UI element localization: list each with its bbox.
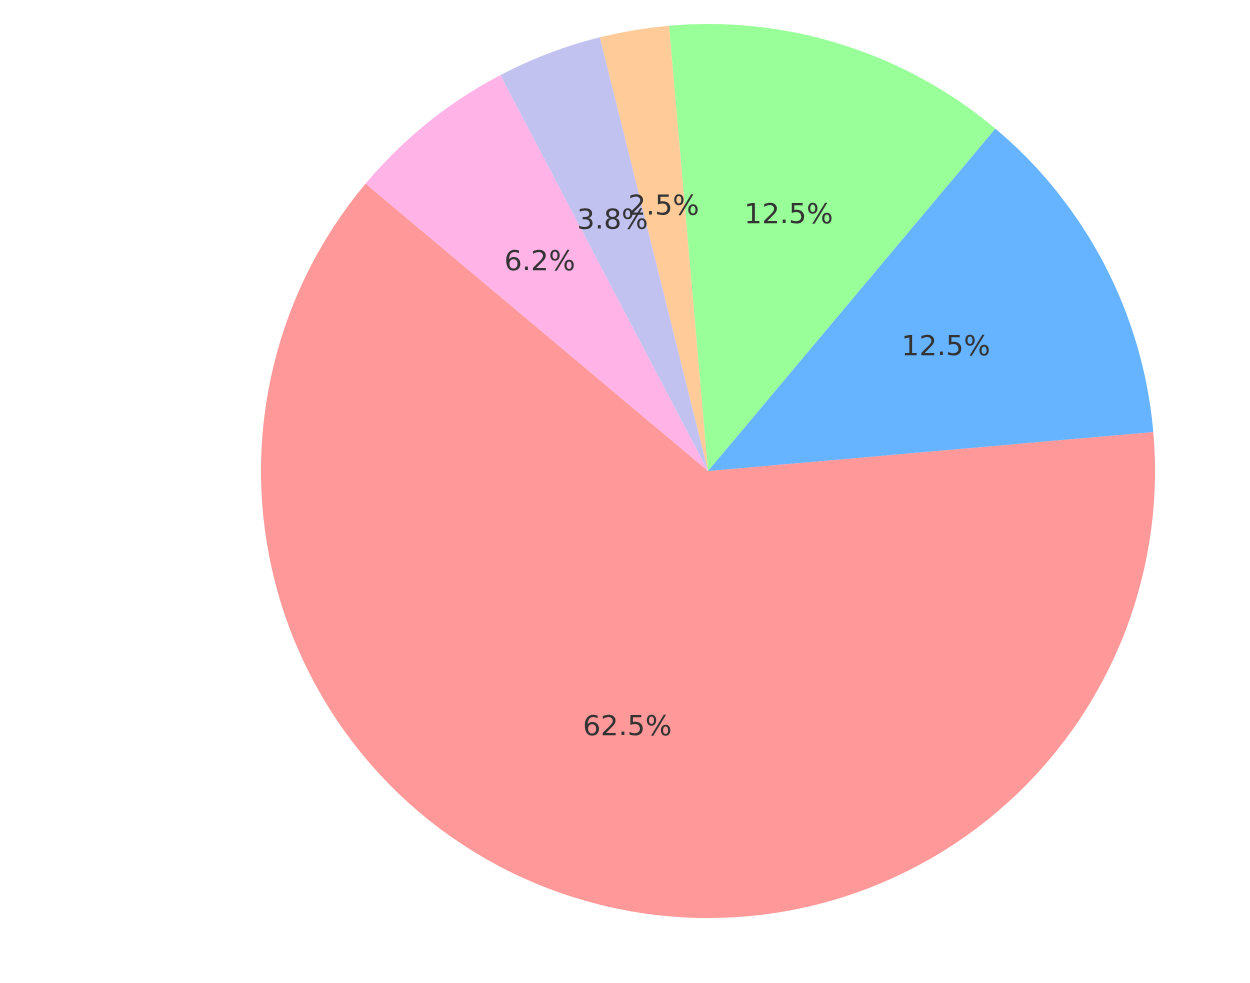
pie-slice bbox=[669, 23, 996, 471]
pie-slice bbox=[261, 183, 1156, 918]
slice-label: 62.5% bbox=[583, 709, 672, 742]
pie-slice bbox=[500, 37, 708, 472]
slice-label: 6.2% bbox=[504, 244, 575, 277]
pie-slice bbox=[365, 75, 708, 471]
pie-slice bbox=[708, 128, 1154, 472]
pie-slice bbox=[599, 25, 708, 472]
slice-label: 2.5% bbox=[628, 188, 699, 221]
slice-label: 12.5% bbox=[744, 197, 833, 230]
slice-label: 12.5% bbox=[901, 329, 990, 362]
slice-label: 3.8% bbox=[577, 202, 648, 235]
